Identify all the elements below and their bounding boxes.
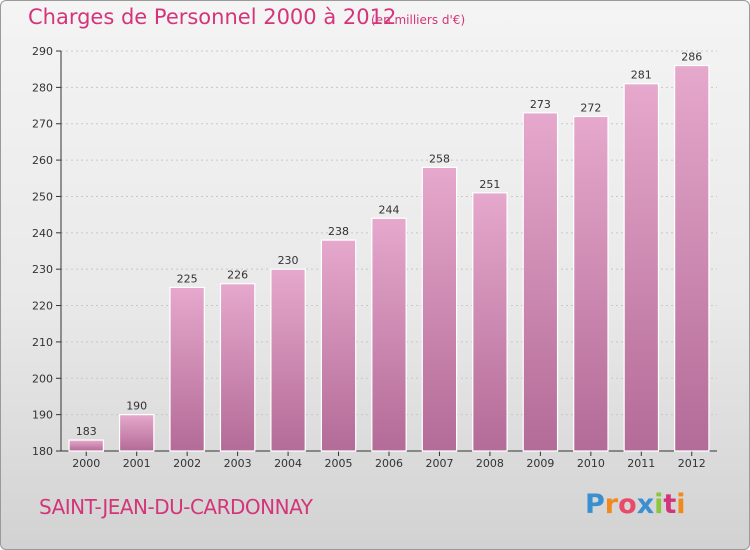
bar-2002 [169,286,205,452]
x-tick-label-2008: 2008 [476,457,504,470]
logo-letter: o [618,489,637,520]
value-label-2008: 251 [479,178,500,191]
bar-2007 [421,166,458,452]
bar-2010 [573,115,609,452]
y-tick-label: 220 [32,300,53,313]
bar-2012 [674,64,710,452]
logo-letter: r [604,489,619,520]
bar-2011 [623,83,660,452]
y-tick-label: 260 [32,154,53,167]
logo-letter: i [654,489,664,520]
bar-2008 [472,192,508,452]
y-tick-label: 180 [32,445,53,458]
y-tick-label: 210 [32,336,53,349]
logo-letter: P [585,489,605,520]
chart-subtitle: (en milliers d'€) [371,13,466,27]
logo-letter: i [676,489,686,520]
logo-letter: t [663,489,677,520]
x-tick-label-2012: 2012 [678,457,706,470]
value-label-2007: 258 [429,152,450,165]
x-tick-label-2000: 2000 [72,457,100,470]
proxiti-logo[interactable]: Proxiti [585,489,686,520]
x-tick-label-2007: 2007 [425,457,453,470]
value-label-2001: 190 [126,400,147,413]
x-tick-label-2010: 2010 [577,457,605,470]
y-tick-label: 290 [32,45,53,58]
y-tick-label: 240 [32,227,53,240]
x-tick-label-2009: 2009 [526,457,554,470]
bar-2001 [118,414,155,452]
value-label-2006: 244 [379,203,400,216]
bar-2006 [371,217,407,452]
value-label-2005: 238 [328,225,349,238]
value-label-2010: 272 [580,101,601,114]
x-tick-label-2005: 2005 [325,457,353,470]
y-tick-label: 190 [32,409,53,422]
value-label-2009: 273 [530,98,551,111]
y-tick-label: 230 [32,263,53,276]
value-label-2011: 281 [631,69,652,82]
y-tick-label: 200 [32,372,53,385]
value-label-2012: 286 [681,51,702,64]
bar-2004 [270,268,306,452]
value-label-2000: 183 [76,425,97,438]
bars [68,64,710,452]
value-label-2002: 225 [177,272,198,285]
chart-title: Charges de Personnel 2000 à 2012 [28,5,397,29]
y-tick-label: 270 [32,118,53,131]
x-tick-label-2004: 2004 [274,457,302,470]
bar-2009 [522,112,559,452]
x-tick-label-2001: 2001 [123,457,151,470]
value-label-2003: 226 [227,269,248,282]
x-tick-label-2003: 2003 [224,457,252,470]
logo-letter: x [636,489,655,520]
x-tick-label-2006: 2006 [375,457,403,470]
bar-2003 [219,283,256,452]
y-tick-label: 250 [32,190,53,203]
bar-2000 [68,439,104,452]
x-tick-label-2011: 2011 [627,457,655,470]
x-tick-label-2002: 2002 [173,457,201,470]
bar-2005 [320,239,357,452]
labels: 180 190 200 210 220 230 240 250 260 270 280 290 183 2… [32,45,706,470]
city-name: SAINT-JEAN-DU-CARDONNAY [39,495,313,519]
y-tick-label: 280 [32,81,53,94]
value-label-2004: 230 [278,254,299,267]
